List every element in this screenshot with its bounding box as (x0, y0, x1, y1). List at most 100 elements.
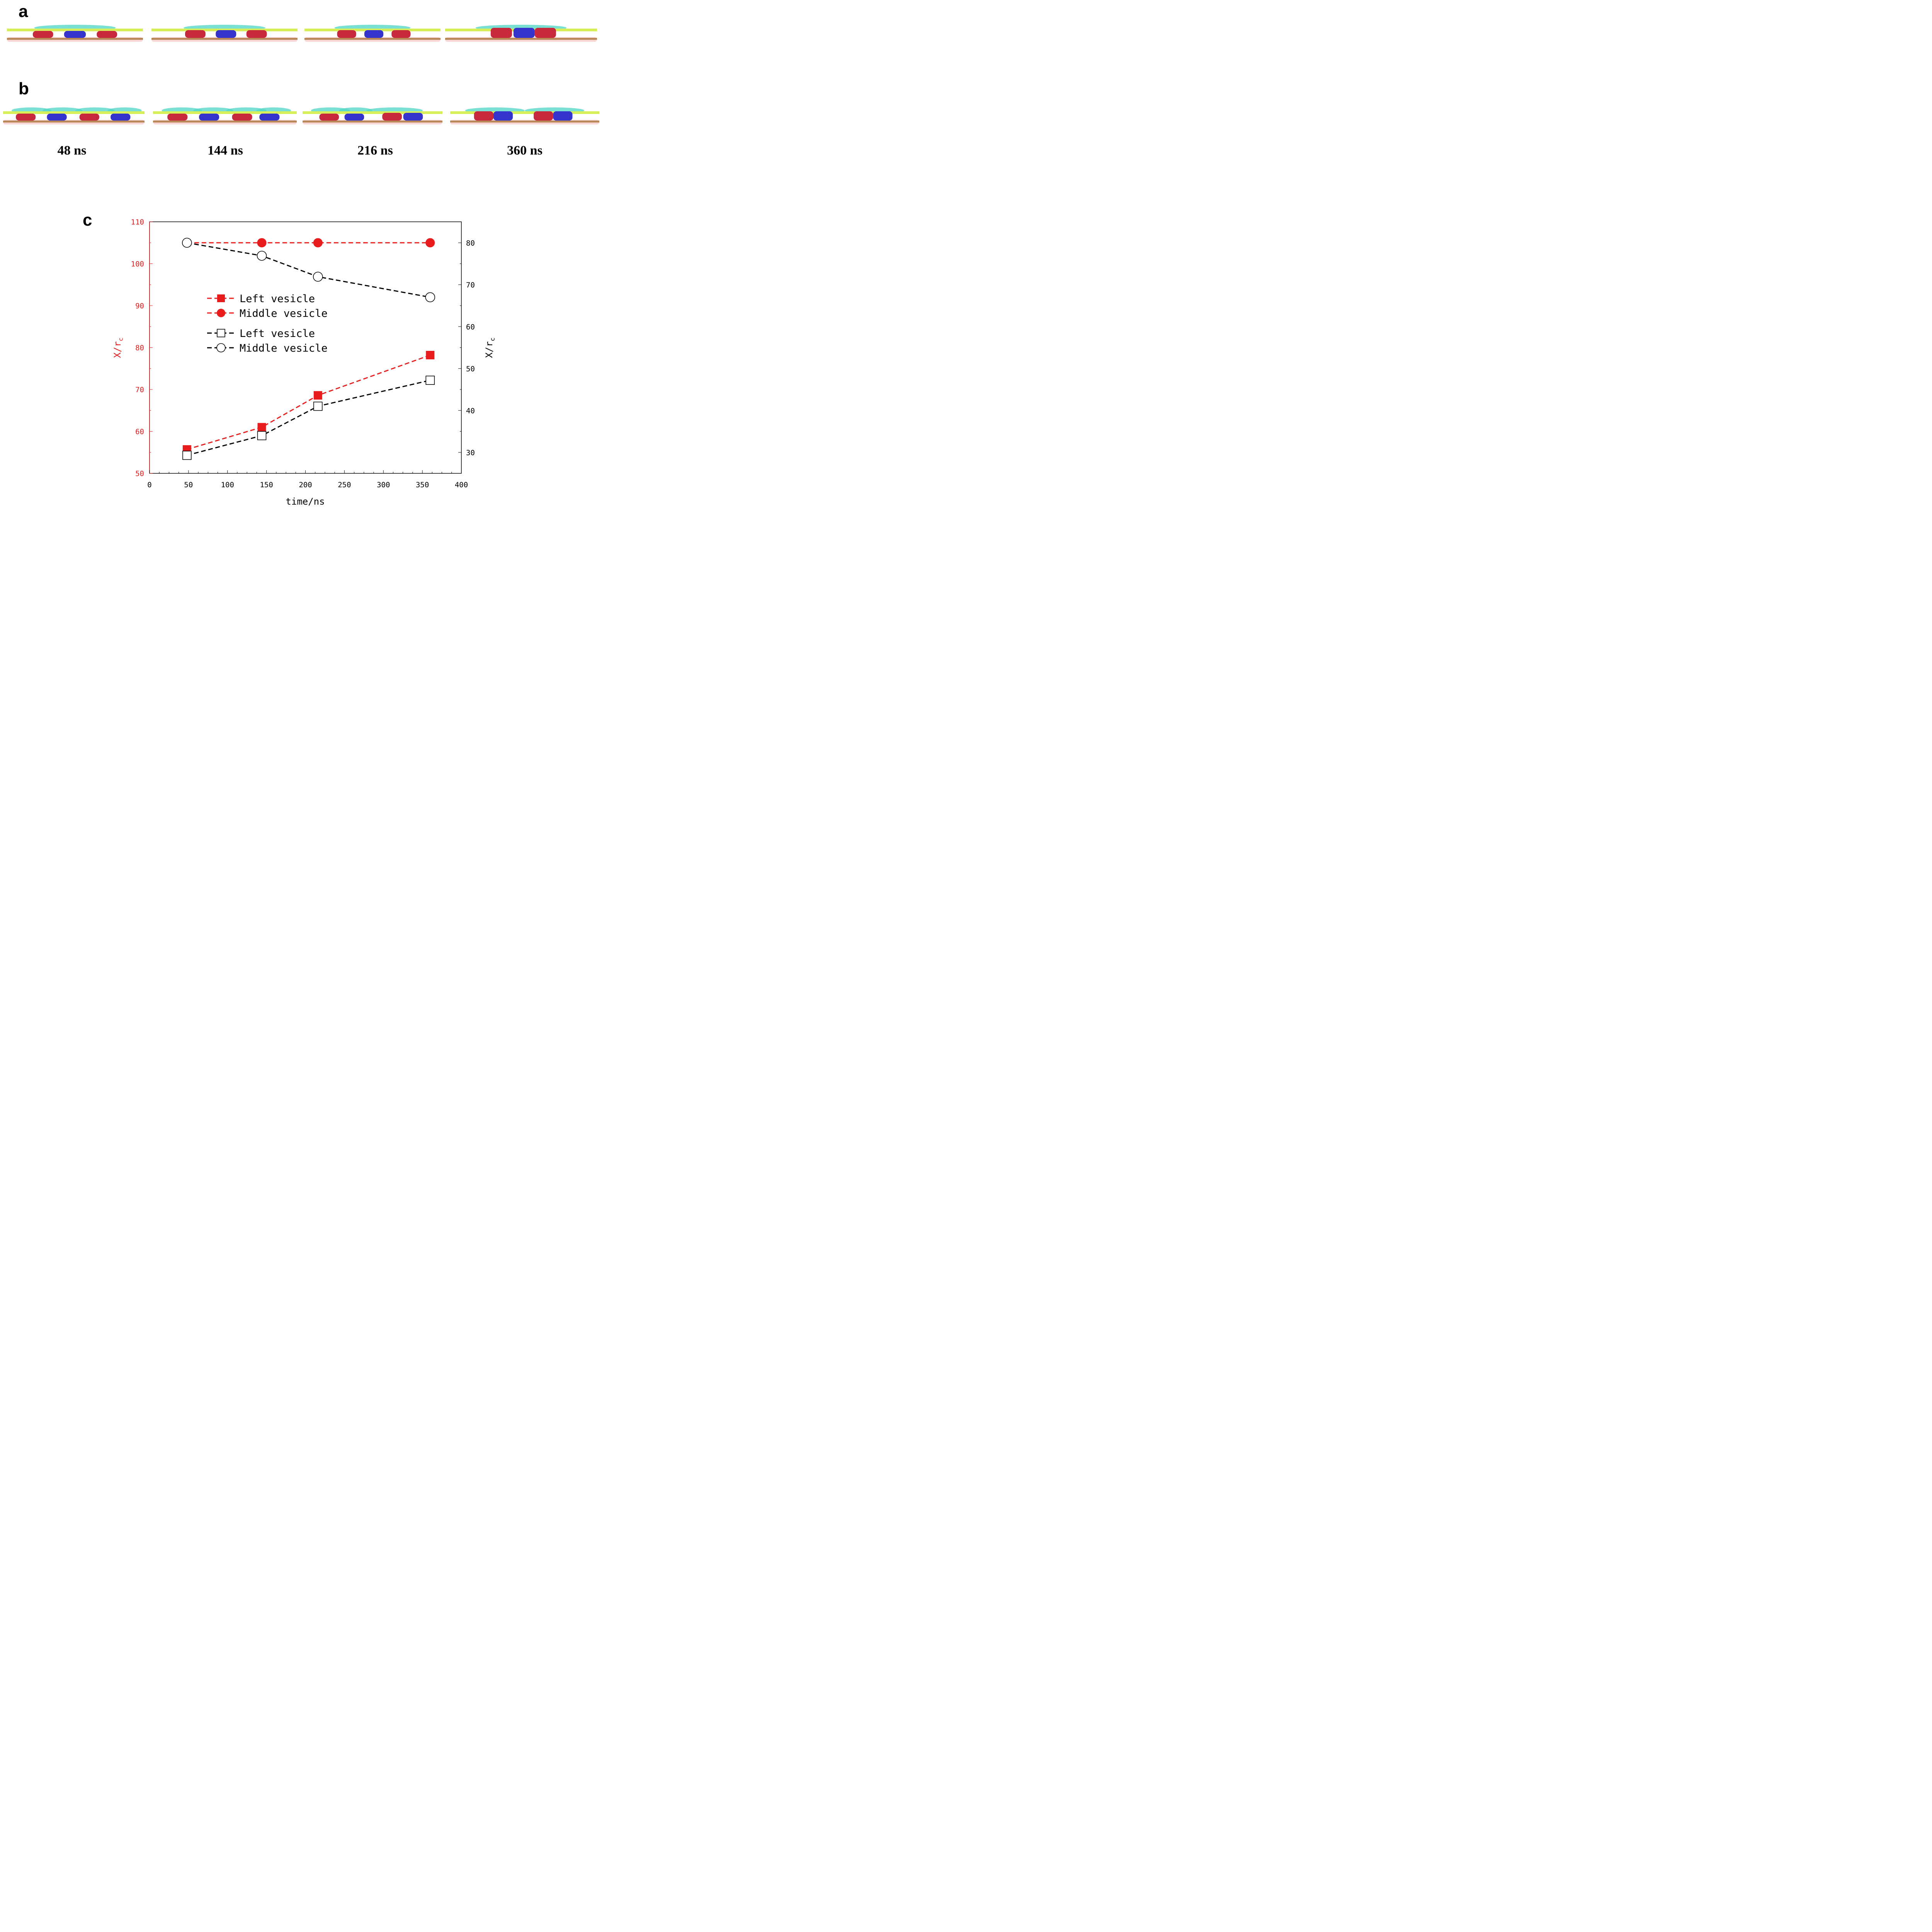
blue-vesicle (216, 30, 236, 38)
legend-marker (216, 343, 226, 352)
red-vesicle (474, 111, 493, 121)
legend-label: Middle vesicle (240, 308, 328, 320)
data-point (313, 391, 322, 400)
red-vesicle (32, 31, 53, 38)
lower-membrane (304, 38, 440, 40)
legend-marker (217, 309, 225, 317)
blue-vesicle (493, 111, 513, 121)
red-vesicle (382, 113, 402, 121)
x-axis-label: time/ns (286, 496, 325, 507)
legend-entry-3: Middle vesicle (207, 342, 328, 354)
left-axis-label: X/rc (112, 338, 124, 358)
legend-marker (217, 329, 225, 337)
red-vesicle (97, 31, 117, 38)
blue-vesicle (199, 114, 219, 121)
snapshot-b3 (450, 107, 599, 124)
time-label-360: 360 ns (507, 143, 543, 158)
red-vesicle (15, 114, 36, 121)
data-point (257, 238, 267, 248)
series-line (187, 242, 430, 298)
legend-marker (217, 294, 225, 302)
blue-vesicle (364, 30, 384, 38)
left-tick-label: 100 (131, 260, 144, 269)
time-label-48: 48 ns (58, 143, 87, 158)
red-vesicle (232, 114, 252, 121)
snapshot-b1 (153, 107, 297, 124)
data-point (313, 238, 323, 248)
data-point (425, 376, 435, 385)
snapshot-a1 (151, 25, 298, 42)
lower-membrane (303, 121, 442, 122)
red-vesicle (534, 28, 556, 38)
left-tick-label: 110 (131, 218, 144, 226)
series-3 (182, 238, 435, 303)
blue-vesicle (344, 114, 364, 121)
x-tick-label: 100 (221, 481, 234, 489)
data-point (182, 451, 192, 460)
data-point (182, 238, 192, 248)
blue-vesicle (403, 113, 423, 121)
upper-membrane (304, 29, 440, 31)
red-vesicle (534, 111, 553, 121)
lower-membrane (7, 38, 143, 40)
legend-entry-0: Left vesicle (207, 293, 315, 305)
blue-vesicle (64, 31, 86, 38)
right-tick-label: 80 (466, 239, 475, 247)
red-vesicle (319, 114, 339, 121)
left-tick-label: 90 (135, 302, 144, 310)
red-vesicle (79, 114, 99, 121)
panel-a-label: a (19, 2, 28, 21)
left-tick-label: 70 (135, 386, 144, 394)
x-tick-label: 150 (260, 481, 273, 489)
upper-membrane (151, 29, 298, 31)
data-point (257, 251, 267, 261)
snapshot-row-a (7, 25, 597, 42)
data-point (425, 238, 435, 248)
snapshot-row-b (3, 107, 599, 124)
lower-membrane (3, 121, 145, 122)
x-tick-label: 200 (299, 481, 312, 489)
data-point (313, 272, 323, 282)
data-point (313, 401, 323, 411)
x-tick-label: 300 (377, 481, 390, 489)
legend-label: Middle vesicle (240, 342, 328, 354)
left-tick-label: 80 (135, 344, 144, 352)
simulation-snapshots: a b 48 ns 144 ns 216 ns 360 ns (3, 2, 599, 158)
right-tick-label: 40 (466, 406, 475, 415)
blue-vesicle (553, 111, 573, 121)
upper-membrane (153, 111, 297, 114)
snapshot-a2 (304, 25, 440, 42)
legend: Left vesicle Middle vesicle Left vesicle Mi… (207, 293, 328, 354)
blue-vesicle (111, 114, 131, 121)
upper-membrane (3, 111, 145, 114)
snapshot-b2 (303, 107, 442, 124)
x-tick-label: 0 (147, 481, 151, 489)
red-vesicle (167, 114, 188, 121)
red-vesicle (246, 30, 267, 38)
blue-vesicle (513, 28, 535, 38)
x-tick-label: 50 (184, 481, 193, 489)
snapshot-a0 (7, 25, 143, 42)
lower-membrane (151, 38, 298, 40)
x-tick-label: 250 (338, 481, 351, 489)
red-vesicle (337, 30, 356, 38)
left-tick-label: 60 (135, 428, 144, 436)
panel-c-label: c (83, 211, 92, 230)
panel-b-label: b (19, 79, 29, 98)
lower-membrane (153, 121, 297, 122)
data-point (425, 292, 435, 303)
data-point (257, 431, 267, 440)
legend-label: Left vesicle (240, 293, 315, 305)
x-tick-label: 400 (455, 481, 468, 489)
series-layer (182, 238, 435, 460)
x-tick-label: 350 (416, 481, 429, 489)
series-line (187, 379, 430, 456)
right-tick-label: 50 (466, 365, 475, 373)
series-0 (182, 351, 435, 454)
upper-membrane (7, 29, 143, 31)
lower-membrane (445, 38, 597, 40)
upper-membrane (303, 111, 442, 114)
data-point (257, 423, 266, 432)
right-tick-label: 30 (466, 449, 475, 457)
blue-vesicle (259, 114, 280, 121)
